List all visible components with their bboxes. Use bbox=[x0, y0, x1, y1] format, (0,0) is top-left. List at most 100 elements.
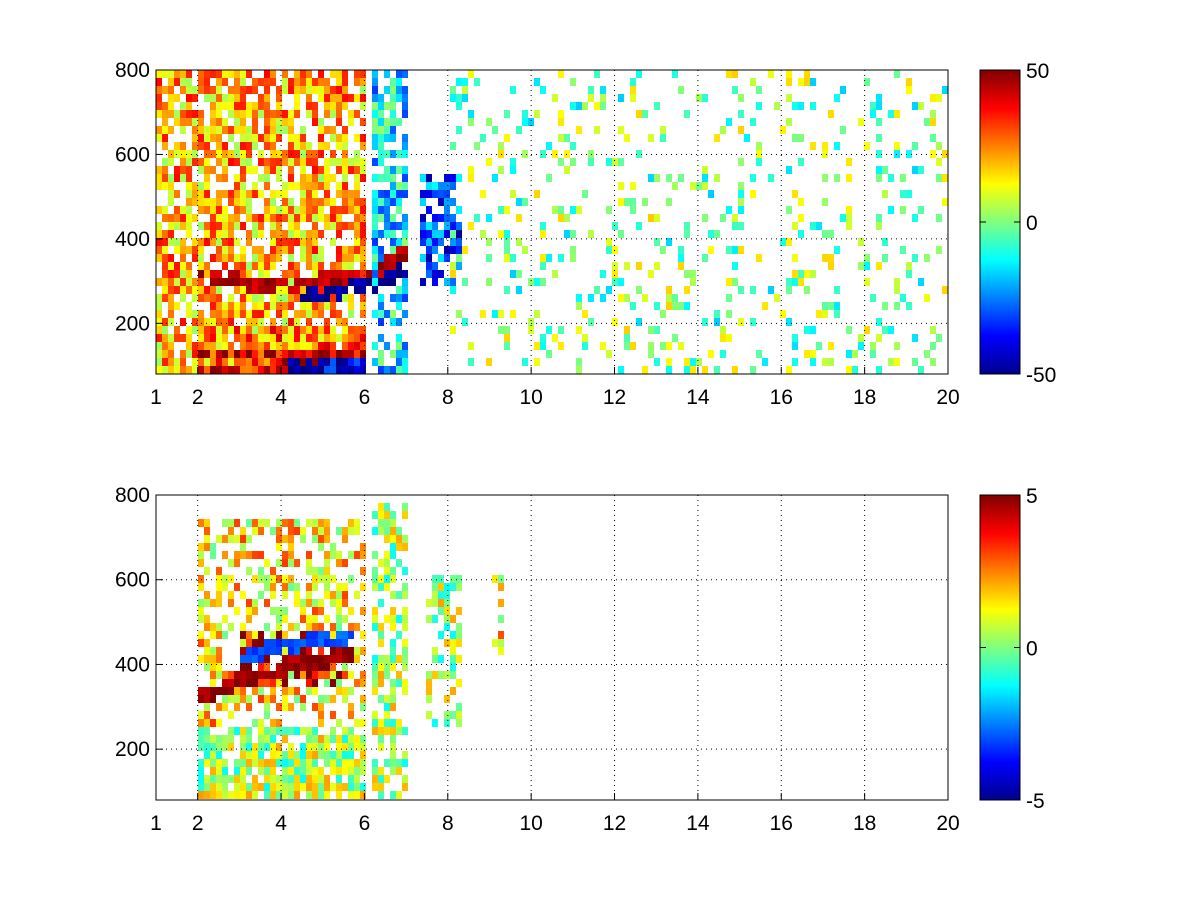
heatmap-cell bbox=[348, 711, 354, 719]
heatmap-cell bbox=[474, 142, 480, 150]
heatmap-cell bbox=[324, 294, 330, 302]
heatmap-cell bbox=[186, 150, 192, 158]
heatmap-cell bbox=[210, 687, 216, 695]
heatmap-cell bbox=[372, 246, 378, 254]
heatmap-cell bbox=[192, 150, 198, 158]
heatmap-cell bbox=[330, 767, 336, 775]
heatmap-cell bbox=[570, 254, 576, 262]
heatmap-cell bbox=[264, 342, 270, 350]
heatmap-cell bbox=[288, 206, 294, 214]
heatmap-cell bbox=[288, 166, 294, 174]
heatmap-cell bbox=[240, 350, 246, 358]
heatmap-cell bbox=[204, 190, 210, 198]
heatmap-cell bbox=[324, 655, 330, 663]
heatmap-cell bbox=[324, 86, 330, 94]
heatmap-cell bbox=[726, 278, 732, 286]
heatmap-cell bbox=[288, 783, 294, 791]
heatmap-cell bbox=[216, 294, 222, 302]
heatmap-cell bbox=[276, 559, 282, 567]
heatmap-cell bbox=[276, 110, 282, 118]
heatmap-cell bbox=[336, 278, 342, 286]
heatmap-cell bbox=[240, 591, 246, 599]
heatmap-cell bbox=[354, 246, 360, 254]
heatmap-cell bbox=[912, 214, 918, 222]
heatmap-cell bbox=[228, 599, 234, 607]
heatmap-cell bbox=[300, 174, 306, 182]
heatmap-cell bbox=[288, 326, 294, 334]
heatmap-cell bbox=[276, 607, 282, 615]
heatmap-cell bbox=[432, 583, 438, 591]
heatmap-cell bbox=[336, 270, 342, 278]
heatmap-cell bbox=[300, 599, 306, 607]
heatmap-cell bbox=[318, 575, 324, 583]
heatmap-cell bbox=[906, 78, 912, 86]
heatmap-cell bbox=[240, 663, 246, 671]
heatmap-cell bbox=[540, 262, 546, 270]
heatmap-cell bbox=[312, 190, 318, 198]
heatmap-cell bbox=[858, 334, 864, 342]
plot-frame bbox=[155, 69, 949, 375]
heatmap-cell bbox=[264, 214, 270, 222]
heatmap-cell bbox=[546, 142, 552, 150]
heatmap-cell bbox=[390, 198, 396, 206]
heatmap-cell bbox=[402, 254, 408, 262]
heatmap-cell bbox=[726, 118, 732, 126]
heatmap-cell bbox=[342, 70, 348, 78]
heatmap-cell bbox=[360, 270, 366, 278]
heatmap-cell bbox=[582, 342, 588, 350]
heatmap-cell bbox=[246, 607, 252, 615]
heatmap-cell bbox=[546, 326, 552, 334]
heatmap-cell bbox=[252, 166, 258, 174]
heatmap-cell bbox=[348, 671, 354, 679]
heatmap-cell bbox=[210, 222, 216, 230]
heatmap-cell bbox=[252, 118, 258, 126]
heatmap-cell bbox=[360, 118, 366, 126]
heatmap-cell bbox=[306, 238, 312, 246]
heatmap-cell bbox=[246, 535, 252, 543]
heatmap-cell bbox=[270, 342, 276, 350]
heatmap-cell bbox=[204, 567, 210, 575]
heatmap-cell bbox=[258, 318, 264, 326]
heatmap-cell bbox=[600, 294, 606, 302]
heatmap-cell bbox=[252, 86, 258, 94]
heatmap-cell bbox=[894, 286, 900, 294]
heatmap-cell bbox=[390, 230, 396, 238]
heatmap-cell bbox=[732, 214, 738, 222]
heatmap-cell bbox=[354, 655, 360, 663]
heatmap-cell bbox=[252, 262, 258, 270]
heatmap-cell bbox=[264, 270, 270, 278]
heatmap-cell bbox=[372, 679, 378, 687]
heatmap-cell bbox=[498, 206, 504, 214]
heatmap-cell bbox=[348, 358, 354, 366]
heatmap-cell bbox=[288, 198, 294, 206]
heatmap-cell bbox=[342, 78, 348, 86]
heatmap-cell bbox=[486, 278, 492, 286]
heatmap-cell bbox=[180, 238, 186, 246]
heatmap-cell bbox=[300, 166, 306, 174]
heatmap-cell bbox=[906, 302, 912, 310]
heatmap-cell bbox=[186, 270, 192, 278]
heatmap-cell bbox=[270, 238, 276, 246]
heatmap-cell bbox=[330, 310, 336, 318]
heatmap-cell bbox=[342, 166, 348, 174]
heatmap-cell bbox=[222, 679, 228, 687]
heatmap-cell bbox=[258, 783, 264, 791]
heatmap-cell bbox=[276, 174, 282, 182]
heatmap-cell bbox=[354, 206, 360, 214]
heatmap-cell bbox=[300, 206, 306, 214]
heatmap-cell bbox=[360, 326, 366, 334]
heatmap-cell bbox=[222, 190, 228, 198]
heatmap-cell bbox=[324, 222, 330, 230]
heatmap-cell bbox=[240, 326, 246, 334]
heatmap-cell bbox=[270, 142, 276, 150]
heatmap-cell bbox=[156, 102, 162, 110]
heatmap-cell bbox=[222, 118, 228, 126]
heatmap-cell bbox=[318, 743, 324, 751]
heatmap-cell bbox=[936, 246, 942, 254]
heatmap-cell bbox=[738, 246, 744, 254]
heatmap-cell bbox=[282, 583, 288, 591]
heatmap-cell bbox=[372, 727, 378, 735]
heatmap-cell bbox=[300, 727, 306, 735]
heatmap-cell bbox=[288, 214, 294, 222]
heatmap-cell bbox=[210, 791, 216, 799]
